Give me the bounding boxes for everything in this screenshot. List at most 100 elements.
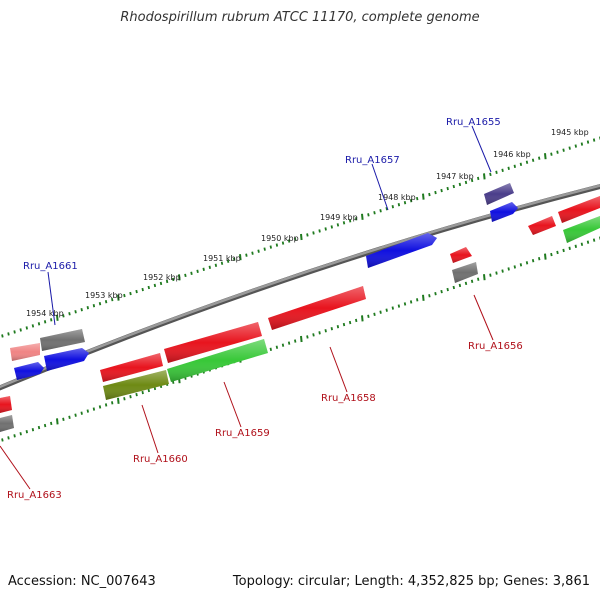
minor-tick	[25, 326, 28, 330]
gene-labels: Rru_A1655 Rru_A1657 Rru_A1661 Rru_A1656 …	[7, 117, 523, 501]
gene-gray-left-edge[interactable]	[0, 415, 14, 432]
minor-tick	[409, 300, 413, 304]
minor-tick	[31, 324, 35, 328]
minor-tick	[62, 314, 65, 318]
minor-tick	[37, 322, 41, 326]
gene-gray-mid[interactable]	[452, 262, 478, 283]
scale-label-1945: 1945 kbp	[551, 128, 589, 137]
minor-tick	[306, 335, 309, 339]
minor-tick	[385, 207, 388, 211]
minor-tick	[318, 331, 321, 335]
minor-tick	[104, 403, 108, 407]
minor-tick	[501, 168, 504, 173]
scale-ticks-bottom	[1, 236, 600, 442]
minor-tick	[348, 219, 352, 223]
minor-tick	[489, 273, 492, 277]
gene-blue-1655[interactable]	[490, 202, 518, 222]
minor-tick	[50, 318, 53, 322]
minor-tick	[538, 256, 541, 261]
label-Rru_A1658[interactable]: Rru_A1658	[321, 393, 376, 404]
label-Rru_A1657[interactable]: Rru_A1657	[345, 155, 400, 166]
gene-red-right-small[interactable]	[528, 216, 556, 235]
minor-tick	[562, 248, 565, 253]
minor-tick	[208, 265, 211, 269]
scale-label-1952: 1952 kbp	[143, 273, 181, 282]
major-tick	[117, 397, 120, 404]
forward-strand-genes	[10, 183, 600, 382]
minor-tick	[287, 239, 291, 243]
minor-tick	[373, 312, 376, 316]
minor-tick	[403, 302, 407, 306]
minor-tick	[574, 244, 577, 248]
minor-tick	[318, 229, 321, 233]
minor-tick	[519, 263, 523, 267]
minor-tick	[111, 297, 114, 302]
scale-labels: 1945 kbp 1946 kbp 1947 kbp 1948 kbp 1949…	[26, 128, 589, 318]
minor-tick	[281, 343, 285, 347]
minor-tick	[13, 330, 16, 334]
minor-tick	[312, 333, 315, 337]
minor-tick	[294, 339, 297, 343]
gene-gray-forward[interactable]	[40, 329, 85, 351]
minor-tick	[226, 259, 230, 263]
label-Rru_A1659[interactable]: Rru_A1659	[215, 428, 270, 439]
minor-tick	[257, 249, 260, 253]
accession-text: Accession: NC_007643	[8, 574, 156, 589]
minor-tick	[556, 150, 559, 154]
minor-tick	[464, 281, 468, 286]
gene-purple[interactable]	[484, 183, 514, 205]
minor-tick	[147, 388, 150, 393]
minor-tick	[507, 267, 510, 271]
minor-tick	[397, 304, 401, 308]
minor-tick	[43, 423, 47, 428]
minor-tick	[19, 328, 22, 332]
minor-tick	[440, 289, 443, 294]
major-tick	[422, 193, 425, 200]
minor-tick	[416, 298, 419, 302]
minor-tick	[434, 292, 437, 296]
gene-red-small-mid[interactable]	[450, 247, 472, 263]
minor-tick	[129, 395, 132, 399]
minor-tick	[50, 421, 53, 426]
minor-tick	[80, 308, 83, 312]
label-Rru_A1655[interactable]: Rru_A1655	[446, 117, 501, 128]
minor-tick	[348, 320, 352, 325]
minor-tick	[367, 213, 370, 217]
minor-tick	[513, 265, 516, 269]
minor-tick	[342, 221, 346, 225]
gene-pink[interactable]	[10, 343, 40, 361]
minor-tick	[86, 306, 89, 310]
minor-tick	[123, 397, 126, 401]
minor-tick	[367, 314, 370, 319]
minor-tick	[428, 192, 431, 197]
minor-tick	[129, 291, 132, 296]
label-Rru_A1663[interactable]: Rru_A1663	[7, 490, 62, 501]
minor-tick	[373, 211, 376, 215]
minor-tick	[233, 257, 236, 261]
scale-ticks-top	[1, 136, 600, 338]
minor-tick	[391, 205, 394, 209]
minor-tick	[1, 334, 4, 338]
minor-tick	[446, 186, 449, 191]
label-Rru_A1656[interactable]: Rru_A1656	[468, 341, 523, 352]
gene-red-c[interactable]	[268, 286, 366, 330]
minor-tick	[391, 306, 394, 310]
minor-tick	[172, 277, 175, 282]
gene-red-left-edge[interactable]	[0, 396, 12, 413]
major-tick	[422, 294, 425, 301]
label-Rru_A1661[interactable]: Rru_A1661	[23, 261, 78, 272]
minor-tick	[92, 407, 96, 411]
minor-tick	[184, 273, 187, 278]
minor-tick	[446, 287, 449, 292]
gene-blue-left[interactable]	[44, 348, 89, 371]
minor-tick	[37, 425, 41, 430]
label-Rru_A1660[interactable]: Rru_A1660	[133, 454, 188, 465]
minor-tick	[452, 184, 455, 189]
minor-tick	[263, 247, 266, 251]
minor-tick	[562, 148, 565, 152]
minor-tick	[458, 182, 462, 187]
major-tick	[361, 213, 364, 220]
reverse-strand-genes	[0, 216, 600, 432]
minor-tick	[336, 223, 340, 227]
minor-tick	[452, 285, 455, 290]
